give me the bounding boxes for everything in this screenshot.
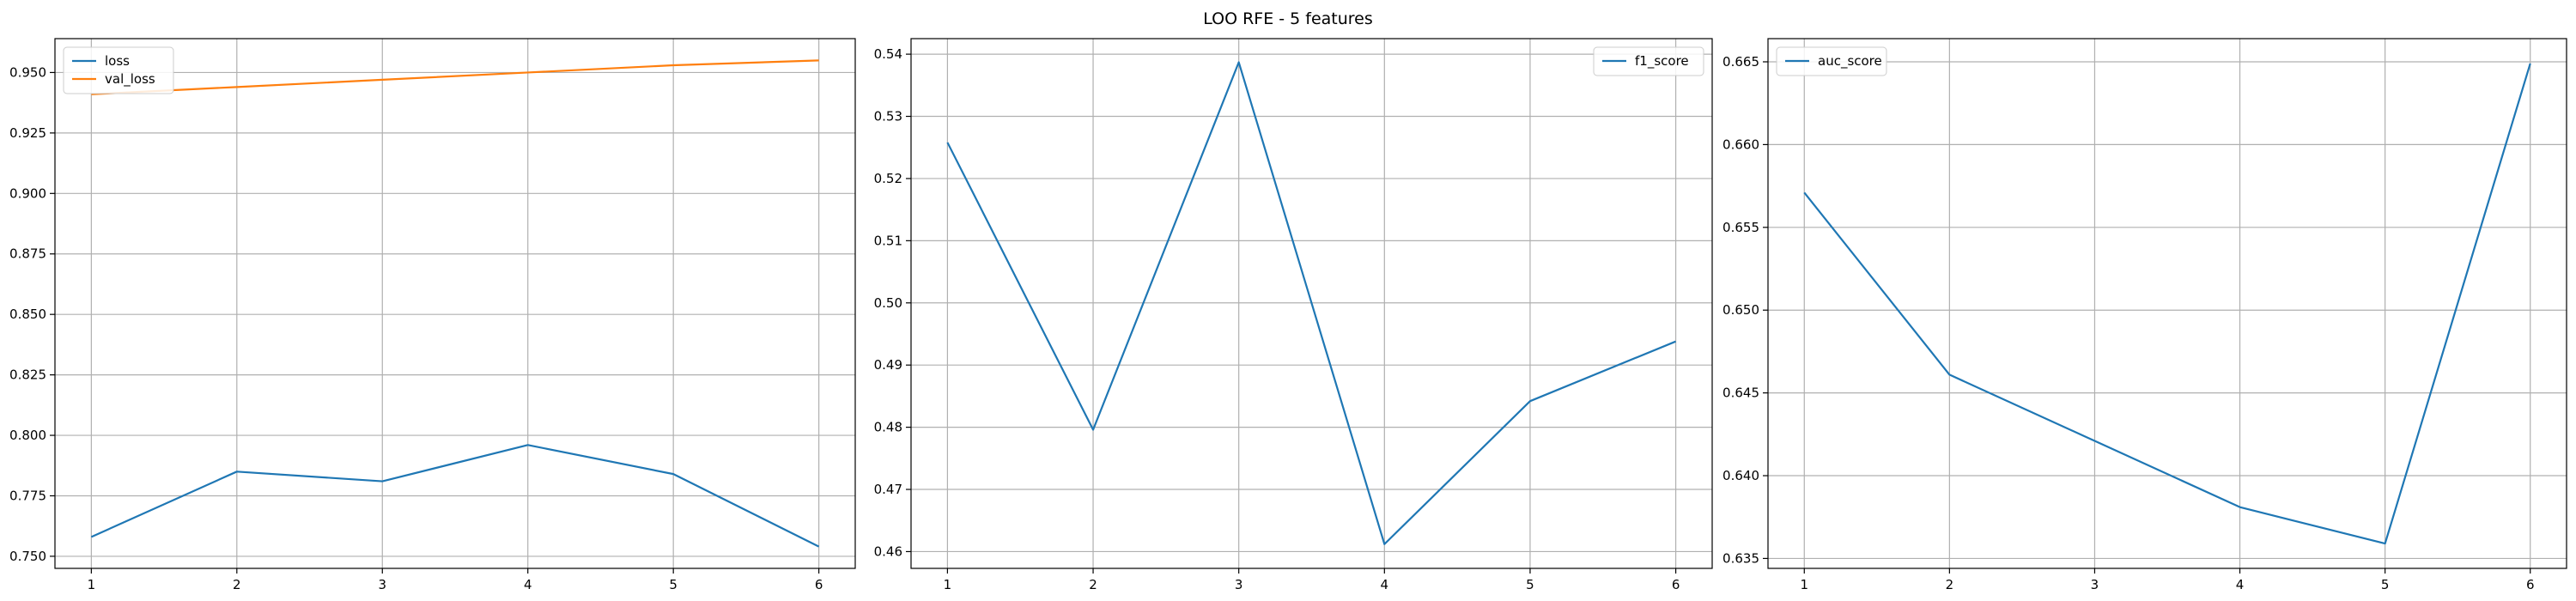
y-tick-label: 0.660 xyxy=(1722,137,1759,152)
y-tick-label: 0.49 xyxy=(874,357,902,373)
subplot-3: 1 2 3 4 5 6 0.635 0.640 0.645 0.650 0.655 0.660 0.66… xyxy=(1722,38,2567,592)
subplot-2: 1 2 3 4 5 6 0.46 0.47 0.48 0.49 0.50 0.51 0.52 0.53 0.… xyxy=(874,38,1713,592)
x-tick-label: 2 xyxy=(233,577,241,592)
y-tick-label: 0.850 xyxy=(9,307,46,322)
figure-title: LOO RFE - 5 features xyxy=(1203,9,1373,28)
series-line-f1-score xyxy=(946,61,1677,545)
y-tick-label: 0.655 xyxy=(1722,220,1759,235)
x-tick-label: 2 xyxy=(1089,577,1097,592)
y-tick-label: 0.950 xyxy=(9,64,46,80)
legend-label: val_loss xyxy=(105,71,155,88)
y-tick-label: 0.875 xyxy=(9,246,46,262)
y-tick-label: 0.635 xyxy=(1722,550,1759,566)
x-tick-label: 4 xyxy=(2236,577,2245,592)
subplots: 1 2 3 4 5 6 0.750 0.775 0.800 0.825 0.850 0.875 0.90… xyxy=(9,38,2567,592)
legend-box xyxy=(63,46,174,94)
legend: loss val_loss xyxy=(63,46,174,94)
series-line-val-loss xyxy=(91,59,819,95)
y-tick-label: 0.50 xyxy=(874,295,902,311)
x-tick-label: 6 xyxy=(1672,577,1680,592)
legend-box xyxy=(1776,46,1887,76)
x-tick-label: 1 xyxy=(944,577,952,592)
y-tick-label: 0.775 xyxy=(9,488,46,503)
legend: f1_score xyxy=(1593,46,1704,76)
series-line-loss xyxy=(90,444,820,548)
y-tick-label: 0.900 xyxy=(9,185,46,201)
y-tick-label: 0.645 xyxy=(1722,385,1759,401)
x-tick-label: 1 xyxy=(88,577,96,592)
y-tick-label: 0.48 xyxy=(874,420,902,435)
y-tick-label: 0.54 xyxy=(874,46,902,62)
legend-label: loss xyxy=(105,53,130,69)
x-tick-label: 6 xyxy=(815,577,823,592)
legend-label: auc_score xyxy=(1818,53,1882,70)
x-tick-label: 2 xyxy=(1946,577,1954,592)
x-tick-label: 1 xyxy=(1800,577,1808,592)
x-tick-label: 6 xyxy=(2526,577,2535,592)
y-tick-label: 0.800 xyxy=(9,428,46,443)
axes-frame xyxy=(910,38,1713,569)
y-tick-label: 0.640 xyxy=(1722,468,1759,483)
legend-box xyxy=(1593,46,1704,76)
x-tick-label: 3 xyxy=(2091,577,2099,592)
y-tick-label: 0.925 xyxy=(9,125,46,141)
axes-frame xyxy=(54,38,856,569)
x-tick-label: 3 xyxy=(1235,577,1243,592)
legend: auc_score xyxy=(1776,46,1887,76)
axes-frame xyxy=(1767,38,2567,569)
y-tick-label: 0.52 xyxy=(874,171,902,186)
legend-label: f1_score xyxy=(1635,53,1689,70)
x-tick-label: 5 xyxy=(669,577,677,592)
y-tick-label: 0.47 xyxy=(874,482,902,497)
x-tick-label: 4 xyxy=(1381,577,1389,592)
x-tick-label: 4 xyxy=(524,577,532,592)
y-tick-label: 0.53 xyxy=(874,109,902,124)
x-tick-label: 5 xyxy=(2381,577,2390,592)
series-line-auc-score xyxy=(1803,63,2531,545)
y-tick-label: 0.750 xyxy=(9,549,46,564)
y-tick-label: 0.665 xyxy=(1722,54,1759,70)
y-tick-label: 0.825 xyxy=(9,367,46,383)
y-tick-label: 0.46 xyxy=(874,543,902,559)
x-tick-label: 3 xyxy=(378,577,386,592)
x-tick-label: 5 xyxy=(1526,577,1534,592)
subplot-1: 1 2 3 4 5 6 0.750 0.775 0.800 0.825 0.850 0.875 0.90… xyxy=(9,38,856,592)
y-tick-label: 0.51 xyxy=(874,233,902,248)
y-tick-label: 0.650 xyxy=(1722,302,1759,318)
